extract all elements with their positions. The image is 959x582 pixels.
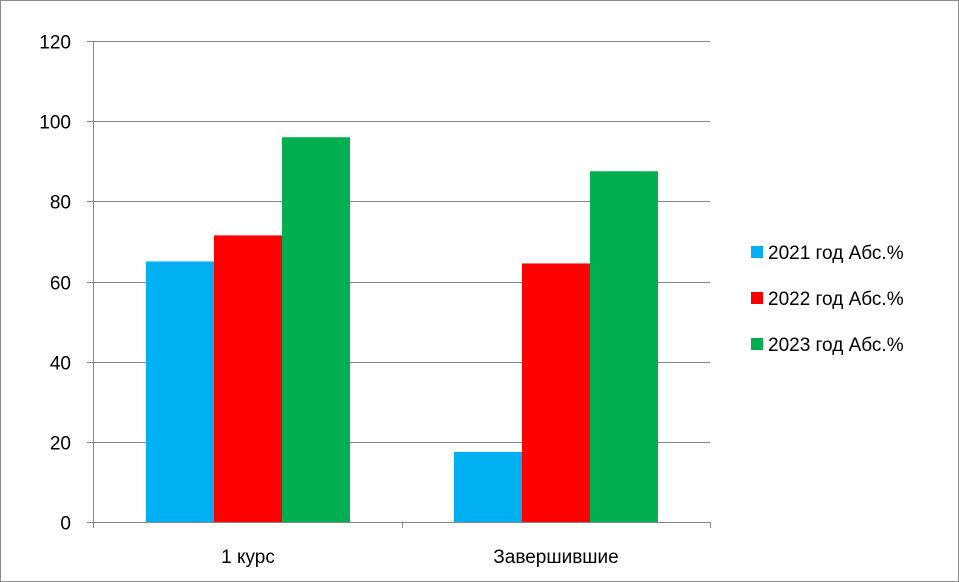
- legend-swatch: [751, 338, 763, 350]
- y-tick-labels: 0 20 40 60 80 100 120: [39, 33, 71, 535]
- legend-label: 2021 год Абс.%: [768, 243, 904, 264]
- y-tick-label: 40: [50, 354, 71, 375]
- bar-1-2: [454, 451, 522, 522]
- bar-3-2: [590, 171, 658, 523]
- x-category-labels: 1 курс Завершившие: [221, 547, 619, 568]
- y-tick-label: 80: [50, 193, 71, 214]
- bar-2-1: [214, 235, 282, 522]
- x-category-label: Завершившие: [493, 547, 618, 568]
- legend: 2021 год Абс.% 2022 год Абс.% 2023 год Абс…: [751, 243, 904, 356]
- bar-1-1: [146, 261, 214, 522]
- legend-label: 2023 год Абс.%: [768, 335, 904, 356]
- legend-swatch: [751, 246, 763, 258]
- bar-3-1: [282, 137, 350, 522]
- axes: [87, 41, 711, 528]
- y-tick-label: 100: [39, 113, 71, 134]
- y-tick-label: 20: [50, 434, 71, 455]
- x-category-label: 1 курс: [221, 547, 275, 568]
- y-tick-label: 0: [60, 514, 71, 535]
- y-tick-label: 60: [50, 274, 71, 295]
- legend-label: 2022 год Абс.%: [768, 289, 904, 310]
- bars: [146, 137, 658, 523]
- bar-2-2: [522, 263, 590, 522]
- y-tick-label: 120: [39, 33, 71, 54]
- legend-swatch: [751, 292, 763, 304]
